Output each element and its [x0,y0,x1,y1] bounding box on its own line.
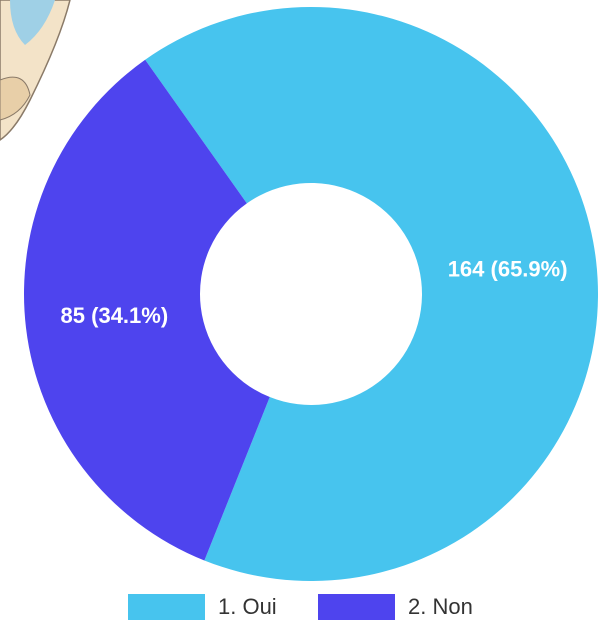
value-label: 85 (34.1%) [61,303,169,328]
decoration [0,0,71,141]
donut-slice [145,6,599,582]
value-label: 164 (65.9%) [448,257,568,282]
donut-slice [24,59,270,561]
legend-swatch [128,594,205,620]
legend-swatch [318,594,395,620]
legend-label: 2. Non [408,594,473,619]
legend-label: 1. Oui [218,594,277,619]
